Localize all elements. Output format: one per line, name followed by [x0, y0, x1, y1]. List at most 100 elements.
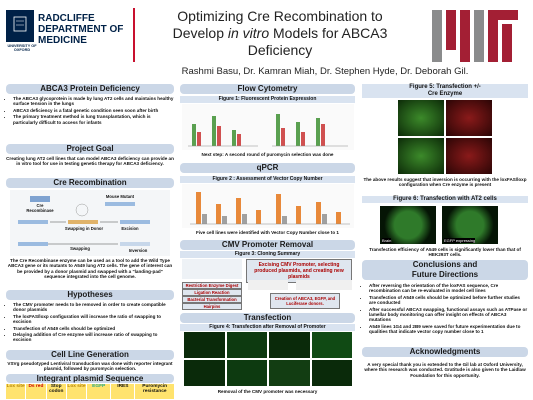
- micro-image: [184, 332, 225, 358]
- figure-title-line: Cre Enzyme: [427, 91, 463, 97]
- process-step: Restriction Enzyme Digest: [182, 282, 242, 289]
- process-step: Hairpins: [182, 303, 242, 310]
- university-name: UNIVERSITY OF OXFORD: [7, 44, 37, 52]
- result-box: Creation of ABCA3, EGFP, and Luciferase …: [270, 293, 340, 309]
- bullet: After reversing the orientation of the l…: [369, 283, 528, 294]
- plasmid-cell: Lox site: [66, 384, 87, 399]
- department-line: DEPARTMENT OF: [38, 24, 124, 35]
- figure-title: Figure 4: Transfection after Removal of …: [180, 324, 355, 331]
- bullet: Transfection of A549 cells should be opt…: [13, 326, 174, 331]
- bullet: The primary treatment method is lung tra…: [13, 114, 174, 125]
- process-step: Bacterial Transformation: [182, 296, 242, 303]
- plasmid-cell: Ds red: [26, 384, 46, 399]
- section-heading: Acknowledgments: [362, 347, 528, 357]
- authors: Rashmi Basu, Dr. Kamran Miah, Dr. Stephe…: [181, 66, 469, 77]
- section-body: A very special thank you is extended to …: [364, 362, 526, 378]
- microscopy-grid: [398, 100, 492, 174]
- section-heading: Project Goal: [6, 144, 174, 154]
- bullet: After successful ABCA3 swapping, functio…: [369, 307, 528, 323]
- plasmid-cell: Stop codon: [46, 384, 66, 399]
- heading-line: Future Directions: [411, 270, 479, 279]
- figure-title: Figure 2 : Assessment of Vector Copy Num…: [180, 176, 355, 183]
- micro-image: [269, 360, 310, 386]
- micro-image: [226, 360, 267, 386]
- qpcr-chart-image: [182, 184, 354, 228]
- plasmid-cell: EGFP: [87, 384, 111, 399]
- micro-image: [311, 360, 352, 386]
- micro-image: Brain: [380, 206, 436, 244]
- bullet: A549 lines 1G4 and 2B9 were saved for fu…: [369, 324, 528, 335]
- process-step: Ligation Reaction: [182, 289, 242, 296]
- section-heading: Cell Line Generation: [6, 350, 174, 360]
- microscopy-grid: [184, 332, 352, 386]
- section-body: The ABCA3 glycoprotein is made by lung A…: [6, 96, 174, 126]
- section-body: VSVg pseudotyped Lentiviral transduction…: [7, 361, 173, 372]
- divider: [133, 8, 135, 62]
- image-label: Brain: [382, 238, 392, 243]
- summary-box: Excising CMV Promoter, selecting produce…: [246, 259, 352, 283]
- caption: Next step: A second round of puromycin s…: [201, 152, 334, 157]
- bullet: The loxFAS/loxp configuration will incre…: [13, 314, 174, 325]
- section-body: Creating lung AT2 cell lines that can mo…: [6, 156, 174, 167]
- micro-image: [226, 332, 267, 358]
- diagram-label: Cre Recombinase: [26, 203, 54, 213]
- diagram-lines: [18, 196, 150, 246]
- oxford-logo: [6, 10, 34, 42]
- caption: The above results suggest that inversion…: [363, 177, 527, 188]
- cre-diagram: Cre Recombinase Mouse Mutant Swapping in…: [10, 190, 170, 256]
- section-heading: Integrant plasmid Sequence: [6, 374, 174, 383]
- bullet: The ABCA3 glycoprotein is made by lung A…: [13, 96, 174, 107]
- gel-image: [296, 280, 352, 290]
- figure-title-line: Figure 5: Transfection +/-: [409, 84, 481, 90]
- title-line: Develop in vitro Models for ABCA3: [140, 25, 420, 42]
- caption: Five cell lines were identified with Vec…: [196, 230, 339, 235]
- plasmid-cell: IRES: [111, 384, 135, 399]
- diagram-label: Excision: [121, 226, 139, 231]
- section-heading: ABCA3 Protein Deficiency: [6, 84, 174, 94]
- diagram-label: Inversion: [128, 248, 148, 253]
- mit-logo: [432, 10, 518, 62]
- micro-image: EGFP expressing: [442, 206, 498, 244]
- section-body: After reversing the orientation of the l…: [362, 283, 528, 336]
- caption: The Cre Recombinase enzyme can be used a…: [7, 258, 173, 280]
- micro-image: [446, 100, 492, 136]
- plasmid-map: [182, 259, 242, 279]
- bullet: ABCA3 deficiency is a fatal genetic cond…: [13, 108, 174, 113]
- figure-title: Figure 1: Fluorescent Protein Expression: [180, 96, 355, 103]
- section-heading: Conclusions and Future Directions: [362, 260, 528, 280]
- crest: [13, 16, 27, 32]
- micro-image: [398, 100, 444, 136]
- title-text: Develop: [172, 25, 224, 41]
- plasmid-cell: Puromycin resistance: [135, 384, 174, 399]
- flow-chart-image: [182, 104, 354, 150]
- diagram-label: Swapping in Donor: [64, 226, 104, 231]
- micro-image: [398, 138, 444, 174]
- section-heading: qPCR: [180, 163, 355, 173]
- section-heading: Transfection: [180, 313, 355, 323]
- plasmid-cell: Lox site: [6, 384, 26, 399]
- micro-image: [269, 332, 310, 358]
- title: Optimizing Cre Recombination to Develop …: [140, 8, 420, 59]
- section-heading: Hypotheses: [6, 290, 174, 300]
- micro-image: [184, 360, 225, 386]
- bullet: Transfection of A549 cells should be opt…: [369, 295, 528, 306]
- caption: Removal of the CMV promoter was necessar…: [217, 389, 318, 394]
- micro-image: [311, 332, 352, 358]
- title-italic: in vitro: [227, 25, 270, 41]
- heading-line: Conclusions and: [412, 260, 478, 269]
- figure-title: Figure 3: Cloning Summary: [180, 251, 355, 258]
- diagram-label: Mouse Mutant: [105, 194, 135, 199]
- figure-title: Figure 5: Transfection +/- Cre Enzyme: [362, 84, 528, 98]
- figure-title: Figure 6: Transfection with AT2 cells: [362, 196, 528, 203]
- plasmid-table: Lox site Ds red Stop codon Lox site EGFP…: [6, 384, 174, 399]
- department: RADCLIFFE DEPARTMENT OF MEDICINE: [38, 13, 123, 46]
- gel-image: [248, 280, 288, 290]
- department-line: MEDICINE: [38, 35, 87, 46]
- caption: Transfection efficiency of A549 cells is…: [369, 247, 521, 258]
- section-heading: Flow Cytometry: [180, 84, 355, 94]
- title-line: Optimizing Cre Recombination to: [177, 8, 383, 24]
- bullet: Delaying addition of Cre enzyme will inc…: [13, 332, 174, 343]
- title-text: Models for ABCA3: [273, 25, 388, 41]
